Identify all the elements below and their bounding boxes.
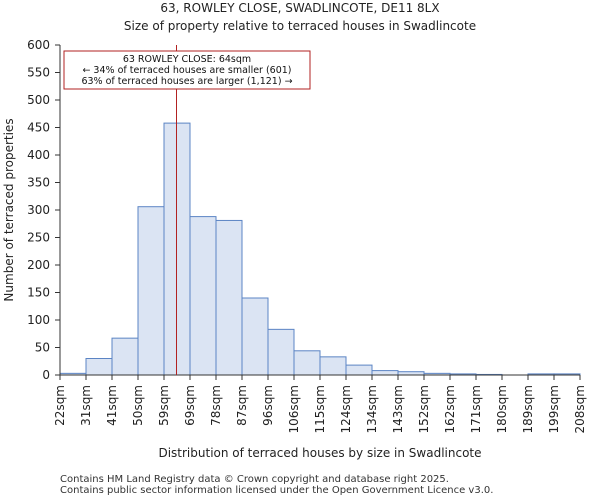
bar-124sqm [345, 364, 373, 376]
x-tick-label: 115sqm [313, 385, 327, 433]
y-tick-label: 50 [35, 341, 50, 355]
x-tick-label: 134sqm [365, 385, 379, 433]
bar-31sqm [85, 358, 113, 376]
x-tick-label: 50sqm [131, 385, 145, 426]
bar-106sqm [293, 350, 321, 376]
annotation-box: 63 ROWLEY CLOSE: 64sqm ← 34% of terraced… [63, 50, 311, 90]
x-tick-label: 69sqm [183, 385, 197, 426]
x-tick-label: 162sqm [443, 385, 457, 433]
y-tick-label: 100 [27, 313, 50, 327]
y-tick-label: 250 [27, 231, 50, 245]
annotation-border [63, 50, 311, 90]
x-tick-label: 199sqm [547, 385, 561, 433]
footer-copyright: Contains HM Land Registry data © Crown c… [60, 474, 449, 485]
x-tick-label: 41sqm [105, 385, 119, 426]
x-tick-label: 189sqm [521, 385, 535, 433]
y-tick-label: 450 [27, 121, 50, 135]
bar-115sqm [319, 356, 347, 376]
y-tick-label: 200 [27, 258, 50, 272]
annotation-line-1: 63 ROWLEY CLOSE: 64sqm [123, 54, 251, 65]
y-axis-label: Number of terraced properties [2, 118, 16, 301]
y-tick-label: 150 [27, 286, 50, 300]
x-tick-label: 208sqm [573, 385, 587, 433]
y-axis: 0 50 100 150 200 250 300 350 400 450 500 550 600 [27, 38, 61, 382]
x-tick-label: 180sqm [495, 385, 509, 433]
bar-134sqm [371, 370, 399, 376]
y-tick-label: 0 [42, 368, 50, 382]
x-tick-label: 22sqm [53, 385, 67, 426]
y-tick-label: 550 [27, 66, 50, 80]
x-tick-label: 143sqm [391, 385, 405, 433]
footer-licence: Contains public sector information licen… [60, 485, 494, 496]
bars [59, 122, 581, 376]
x-tick-label: 59sqm [157, 385, 171, 426]
y-tick-label: 400 [27, 148, 50, 162]
chart-title: 63, ROWLEY CLOSE, SWADLINCOTE, DE11 8LX [160, 1, 440, 15]
x-tick-label: 171sqm [469, 385, 483, 433]
y-tick-label: 350 [27, 176, 50, 190]
bar-41sqm [111, 337, 139, 376]
histogram-chart: 0 50 100 150 200 250 300 350 400 450 500 550 600 22s… [2, 38, 587, 460]
chart-subtitle: Size of property relative to terraced ho… [123, 19, 477, 33]
x-tick-label: 78sqm [209, 385, 223, 426]
bar-50sqm [137, 206, 165, 376]
annotation-line-3: 63% of terraced houses are larger (1,121… [81, 76, 292, 87]
bar-69sqm [189, 216, 217, 376]
x-tick-label: 106sqm [287, 385, 301, 433]
x-tick-label: 96sqm [261, 385, 275, 426]
y-tick-label: 500 [27, 93, 50, 107]
x-tick-label: 152sqm [417, 385, 431, 433]
bar-78sqm [215, 219, 243, 376]
x-tick-label: 31sqm [79, 385, 93, 426]
x-axis-label: Distribution of terraced houses by size … [158, 446, 481, 460]
x-tick-label: 124sqm [339, 385, 353, 433]
y-tick-label: 300 [27, 203, 50, 217]
x-axis: 22sqm 31sqm 41sqm 50sqm 59sqm 69sqm 78sqm 87sqm… [53, 374, 587, 433]
annotation-line-2: ← 34% of terraced houses are smaller (60… [82, 65, 291, 76]
y-tick-label: 600 [27, 38, 50, 52]
bar-87sqm [241, 297, 269, 376]
bar-96sqm [267, 328, 295, 376]
x-tick-label: 87sqm [235, 385, 249, 426]
